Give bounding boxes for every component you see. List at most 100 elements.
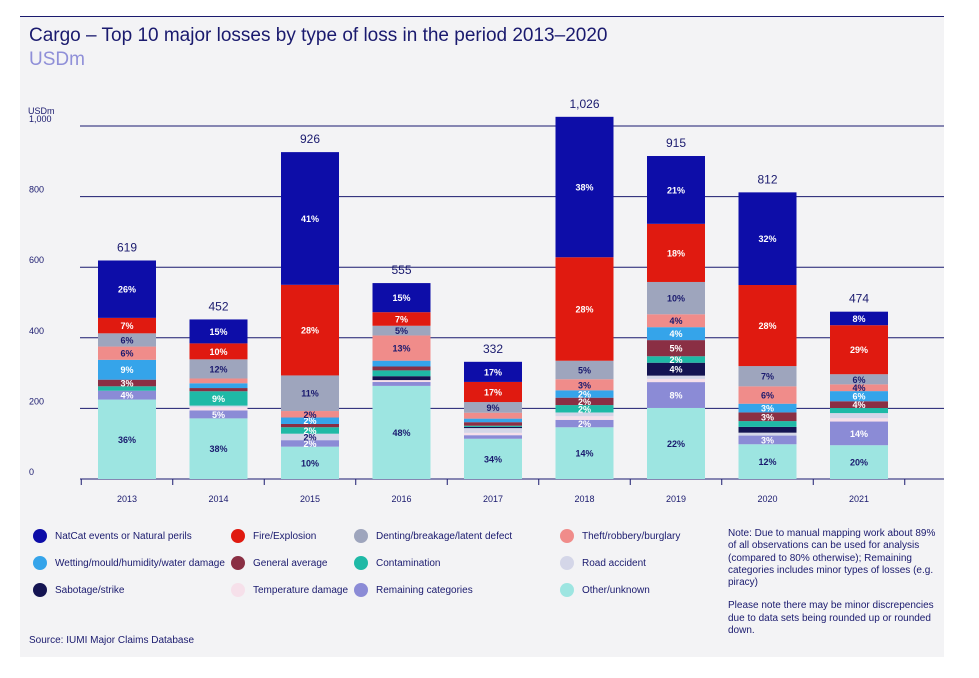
bar-segment (281, 423, 339, 428)
segment-label: 2% (578, 389, 591, 399)
y-tick-label: 400 (29, 326, 44, 336)
bar-segment (98, 333, 156, 347)
y-axis-unit: USDm (28, 106, 55, 116)
bar-segment (98, 390, 156, 400)
bar-segment (189, 410, 248, 419)
legend-label: Wetting/mould/humidity/water damage (55, 557, 225, 569)
x-tick-label: 2018 (574, 494, 594, 504)
bar-segment (830, 374, 888, 385)
legend-item: General average (231, 556, 328, 570)
bar-segment (555, 412, 614, 417)
legend-label: Other/unknown (582, 584, 650, 596)
bar-segment (281, 417, 339, 424)
bar-segment (647, 382, 705, 408)
bar-segment (281, 375, 339, 412)
bar-segment (738, 285, 797, 367)
bar-segment (647, 407, 705, 479)
segment-label: 5% (669, 344, 682, 354)
legend-label: Contamination (376, 557, 441, 569)
bar-segment (555, 405, 614, 413)
bar-segment (647, 327, 705, 341)
legend-label: Fire/Explosion (253, 530, 317, 542)
segment-label: 7% (761, 372, 774, 382)
segment-label: 15% (392, 293, 410, 303)
legend-item: Wetting/mould/humidity/water damage (33, 556, 225, 570)
bar-segment (98, 386, 156, 391)
bar-segment (372, 335, 431, 361)
segment-label: 2% (669, 355, 682, 365)
legend-swatch (354, 583, 368, 597)
x-tick-label: 2014 (208, 494, 228, 504)
bar-segment (372, 283, 431, 313)
segment-label: 6% (120, 335, 133, 345)
x-tick-label: 2020 (757, 494, 777, 504)
legend-item: Theft/robbery/burglary (560, 529, 680, 543)
bar-segment (189, 319, 248, 344)
bar-segment (555, 416, 614, 420)
bar-segment (98, 379, 156, 387)
legend-swatch (33, 529, 47, 543)
chart-title: Cargo – Top 10 major losses by type of l… (29, 25, 608, 46)
segment-label: 7% (395, 314, 408, 324)
bar-segment (830, 401, 888, 409)
segment-label: 14% (575, 449, 593, 459)
legend-swatch (231, 529, 245, 543)
bar-segment (464, 438, 522, 479)
y-tick-label: 1,000 (29, 114, 52, 124)
segment-label: 5% (212, 410, 225, 420)
bar-total-label: 619 (117, 240, 137, 254)
bar-segment (281, 446, 339, 479)
segment-label: 10% (301, 458, 319, 468)
bar-segment (555, 390, 614, 398)
x-tick-label: 2021 (849, 494, 869, 504)
bar-segment (372, 382, 431, 386)
bar-segment (555, 116, 614, 258)
legend-swatch (354, 529, 368, 543)
segment-label: 32% (758, 234, 776, 244)
segment-label: 6% (120, 349, 133, 359)
legend-item: Road accident (560, 556, 646, 570)
bar-segment (372, 312, 431, 326)
segment-label: 14% (850, 429, 868, 439)
bar-segment (464, 361, 522, 382)
bar-total-label: 915 (666, 136, 686, 150)
bar-total-label: 812 (757, 172, 777, 186)
bar-segment (372, 385, 431, 479)
segment-label: 2% (303, 416, 316, 426)
legend-item: Remaining categories (354, 583, 473, 597)
segment-label: 12% (209, 364, 227, 374)
bar-segment (647, 223, 705, 282)
x-tick-label: 2013 (117, 494, 137, 504)
bar-segment (281, 284, 339, 376)
legend-label: Temperature damage (253, 584, 349, 596)
bar-segment (281, 427, 339, 434)
segment-label: 9% (212, 394, 225, 404)
segment-label: 4% (852, 383, 865, 393)
segment-label: 28% (575, 304, 593, 314)
legend-item: Sabotage/strike (33, 583, 125, 597)
bar-segment (464, 422, 522, 426)
bar-segment (738, 366, 797, 387)
bar-segment (738, 192, 797, 286)
stacked-bar-chart: 0 200 400 600 800 1,000 36% 4% 3% 9% 6% 6% 7% 26% 619 2… (29, 97, 944, 504)
segment-label: 36% (118, 435, 136, 445)
legend-item: Temperature damage (231, 583, 348, 597)
segment-label: 2% (303, 426, 316, 436)
bar-segment (738, 386, 797, 404)
segment-label: 6% (852, 392, 865, 402)
segment-label: 11% (301, 389, 319, 399)
segment-label: 5% (578, 365, 591, 375)
bar-segment (647, 356, 705, 363)
bar-segment (189, 391, 248, 406)
legend-item: Fire/Explosion (231, 529, 316, 543)
bar-segment (830, 311, 888, 326)
legend-label: Road accident (582, 557, 646, 569)
bar-segment (189, 343, 248, 360)
segment-label: 10% (667, 294, 685, 304)
segment-label: 21% (667, 185, 685, 195)
bar-segment (830, 418, 888, 422)
segment-label: 3% (578, 380, 591, 390)
bar-segment (189, 388, 248, 392)
bar-segment (830, 408, 888, 414)
bar-segment (830, 384, 888, 392)
